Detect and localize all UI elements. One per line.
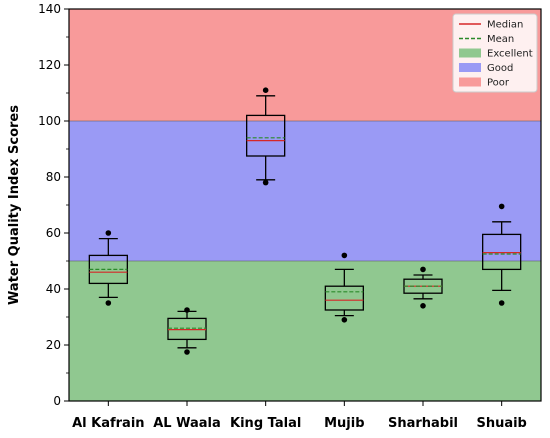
y-tick-label: 0 (53, 394, 61, 408)
band-excellent (69, 261, 541, 401)
band-good (69, 121, 541, 261)
outlier-point (420, 303, 426, 309)
legend-swatch (459, 48, 481, 58)
outlier-point (420, 266, 426, 273)
legend-label: Median (487, 20, 523, 31)
legend-entry-good: Good (459, 63, 513, 74)
y-tick-label: 80 (46, 170, 61, 184)
outlier-point (341, 252, 348, 259)
x-category-label: Sharhabil (388, 416, 458, 431)
legend-label: Poor (487, 78, 510, 89)
box-body (246, 114, 286, 157)
outlier-point (262, 179, 269, 186)
legend: Median Mean Excellent Good Poor (452, 13, 538, 93)
legend-swatch (459, 77, 481, 87)
box-body (482, 233, 522, 271)
x-category-label: King Talal (230, 416, 301, 431)
y-tick-label: 120 (38, 58, 61, 72)
x-category-label: Shuaib (476, 416, 526, 431)
box-al-kafrain (88, 230, 128, 306)
y-tick-label: 40 (46, 282, 61, 296)
legend-entry-poor: Poor (459, 77, 510, 89)
y-tick-label: 20 (46, 338, 61, 352)
box-shuaib (482, 203, 522, 306)
outlier-point (498, 203, 505, 210)
box-sharhabil (403, 266, 443, 309)
x-category-label: AL Waala (153, 416, 221, 431)
y-tick-label: 140 (38, 2, 61, 16)
outlier-point (184, 307, 190, 313)
outlier-point (105, 230, 112, 236)
y-tick-label: 60 (46, 226, 61, 240)
x-category-label: Al Kafrain (72, 416, 144, 431)
box-body (324, 285, 364, 311)
outlier-point (341, 317, 348, 323)
outlier-point (262, 87, 269, 93)
legend-entry-median: Median (459, 20, 523, 31)
outlier-point (184, 349, 190, 355)
x-category-label: Mujib (324, 416, 364, 431)
x-axis: Al Kafrain AL Waala King Talal Mujib Sharhab… (72, 401, 527, 431)
legend-entry-mean: Mean (459, 34, 514, 45)
legend-entry-excellent: Excellent (459, 48, 533, 60)
box-body (167, 317, 207, 341)
y-axis: 0 20 40 60 80 100 120 140 (38, 2, 69, 408)
box-mujib (324, 252, 364, 323)
box-king-talal (246, 87, 286, 186)
y-tick-label: 100 (38, 114, 61, 128)
outlier-point (498, 300, 505, 306)
plot-frame (68, 8, 542, 402)
outlier-point (105, 300, 112, 306)
box-series (88, 87, 522, 355)
legend-label: Mean (487, 34, 514, 45)
legend-label: Good (487, 63, 513, 74)
legend-box (452, 13, 538, 93)
legend-swatch (459, 63, 481, 72)
box-al-waala (167, 307, 207, 355)
legend-label: Excellent (487, 49, 533, 60)
y-axis-title: Water Quality Index Scores (7, 105, 22, 305)
